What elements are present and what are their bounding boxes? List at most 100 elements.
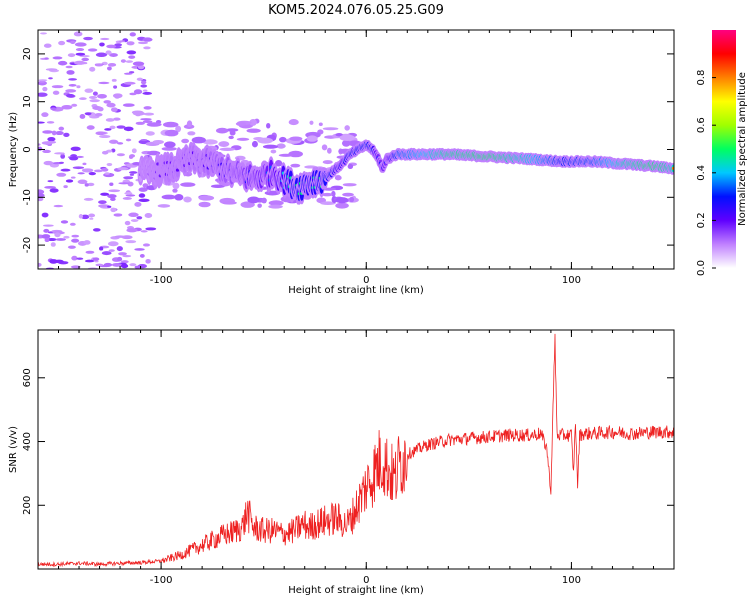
noise-speckle — [139, 253, 145, 258]
noise-speckle — [161, 194, 177, 200]
noise-speckle — [142, 89, 148, 92]
noise-speckle — [106, 102, 116, 108]
figure-title: KOM5.2024.076.05.25.G09 — [268, 3, 444, 18]
noise-speckle — [129, 32, 136, 37]
noise-speckle — [114, 43, 123, 47]
noise-speckle — [70, 146, 81, 152]
noise-speckle — [38, 196, 44, 202]
noise-speckle — [210, 184, 225, 189]
colorbar: 0.0 0.2 0.4 0.6 0.8 Normalized spectral ampli… — [696, 30, 748, 276]
noise-speckle — [124, 220, 131, 226]
noise-speckle — [52, 56, 63, 60]
noise-speckle — [347, 163, 354, 169]
noise-speckle — [125, 240, 137, 244]
noise-speckle — [81, 57, 90, 62]
noise-speckle — [306, 135, 318, 142]
noise-speckle — [235, 121, 247, 126]
colorbar-tick-label: 0.6 — [696, 117, 707, 133]
noise-speckle — [142, 91, 153, 95]
noise-speckle — [87, 182, 95, 187]
noise-speckle — [341, 139, 351, 147]
noise-speckle — [44, 185, 57, 189]
noise-speckle — [109, 53, 118, 57]
noise-speckle — [98, 204, 110, 208]
noise-speckle — [54, 232, 61, 238]
noise-speckle — [71, 234, 80, 238]
noise-speckle — [69, 222, 76, 226]
noise-speckle — [107, 205, 112, 208]
noise-speckle — [75, 52, 86, 56]
noise-speckle — [58, 126, 65, 131]
noise-speckle — [116, 246, 123, 252]
noise-speckle — [123, 72, 133, 75]
noise-speckle — [126, 228, 138, 233]
y-tick-label: 10 — [22, 95, 33, 108]
noise-speckle — [339, 134, 355, 141]
noise-speckle — [320, 201, 336, 205]
x-tick-label: -100 — [150, 575, 173, 586]
noise-speckle — [81, 168, 94, 173]
noise-speckle — [73, 31, 83, 37]
noise-speckle — [65, 93, 75, 98]
noise-speckle — [60, 220, 69, 224]
noise-speckle — [114, 235, 126, 238]
noise-speckle — [268, 200, 284, 206]
noise-speckle — [43, 160, 54, 166]
noise-speckle — [39, 80, 45, 84]
noise-speckle — [257, 137, 274, 144]
noise-speckle — [335, 197, 349, 204]
spectrogram-image — [38, 31, 674, 269]
noise-speckle — [105, 50, 112, 55]
noise-speckle — [257, 203, 262, 208]
noise-speckle — [42, 130, 53, 134]
noise-speckle — [72, 166, 85, 170]
noise-speckle — [219, 147, 236, 151]
noise-speckle — [116, 153, 125, 157]
noise-speckle — [92, 91, 98, 96]
noise-speckle — [103, 100, 112, 104]
noise-speckle — [322, 127, 339, 131]
noise-speckle — [266, 122, 271, 129]
noise-speckle — [83, 197, 94, 201]
noise-speckle — [50, 242, 56, 247]
noise-speckle — [126, 41, 135, 46]
noise-speckle — [38, 92, 48, 97]
noise-speckle — [129, 154, 136, 158]
noise-speckle — [128, 55, 136, 59]
noise-speckle — [65, 179, 74, 183]
noise-speckle — [278, 153, 294, 157]
noise-speckle — [117, 256, 123, 262]
noise-speckle — [125, 60, 133, 63]
noise-speckle — [133, 89, 143, 95]
noise-speckle — [70, 40, 76, 45]
noise-speckle — [83, 240, 91, 245]
noise-speckle — [130, 219, 139, 222]
noise-speckle — [145, 258, 151, 264]
noise-speckle — [110, 197, 116, 202]
noise-speckle — [134, 248, 145, 251]
y-tick-label: 600 — [22, 368, 33, 387]
noise-speckle — [69, 156, 79, 161]
noise-speckle — [187, 131, 196, 136]
noise-speckle — [134, 265, 141, 269]
noise-speckle — [327, 147, 332, 154]
noise-speckle — [275, 159, 283, 167]
noise-speckle — [143, 46, 151, 50]
noise-speckle — [288, 119, 299, 126]
noise-speckle — [122, 197, 132, 200]
noise-speckle — [172, 182, 180, 190]
noise-speckle — [120, 263, 129, 269]
noise-speckle — [60, 168, 71, 172]
noise-speckle — [44, 238, 50, 243]
noise-speckle — [107, 66, 112, 71]
noise-speckle — [136, 77, 143, 81]
noise-speckle — [95, 131, 107, 136]
x-tick-label: -100 — [150, 275, 173, 286]
colorbar-tick-label: 0.8 — [696, 70, 707, 86]
noise-speckle — [75, 155, 84, 158]
noise-speckle — [98, 200, 107, 205]
noise-speckle — [289, 136, 303, 141]
noise-speckle — [157, 204, 171, 208]
noise-speckle — [113, 141, 119, 144]
